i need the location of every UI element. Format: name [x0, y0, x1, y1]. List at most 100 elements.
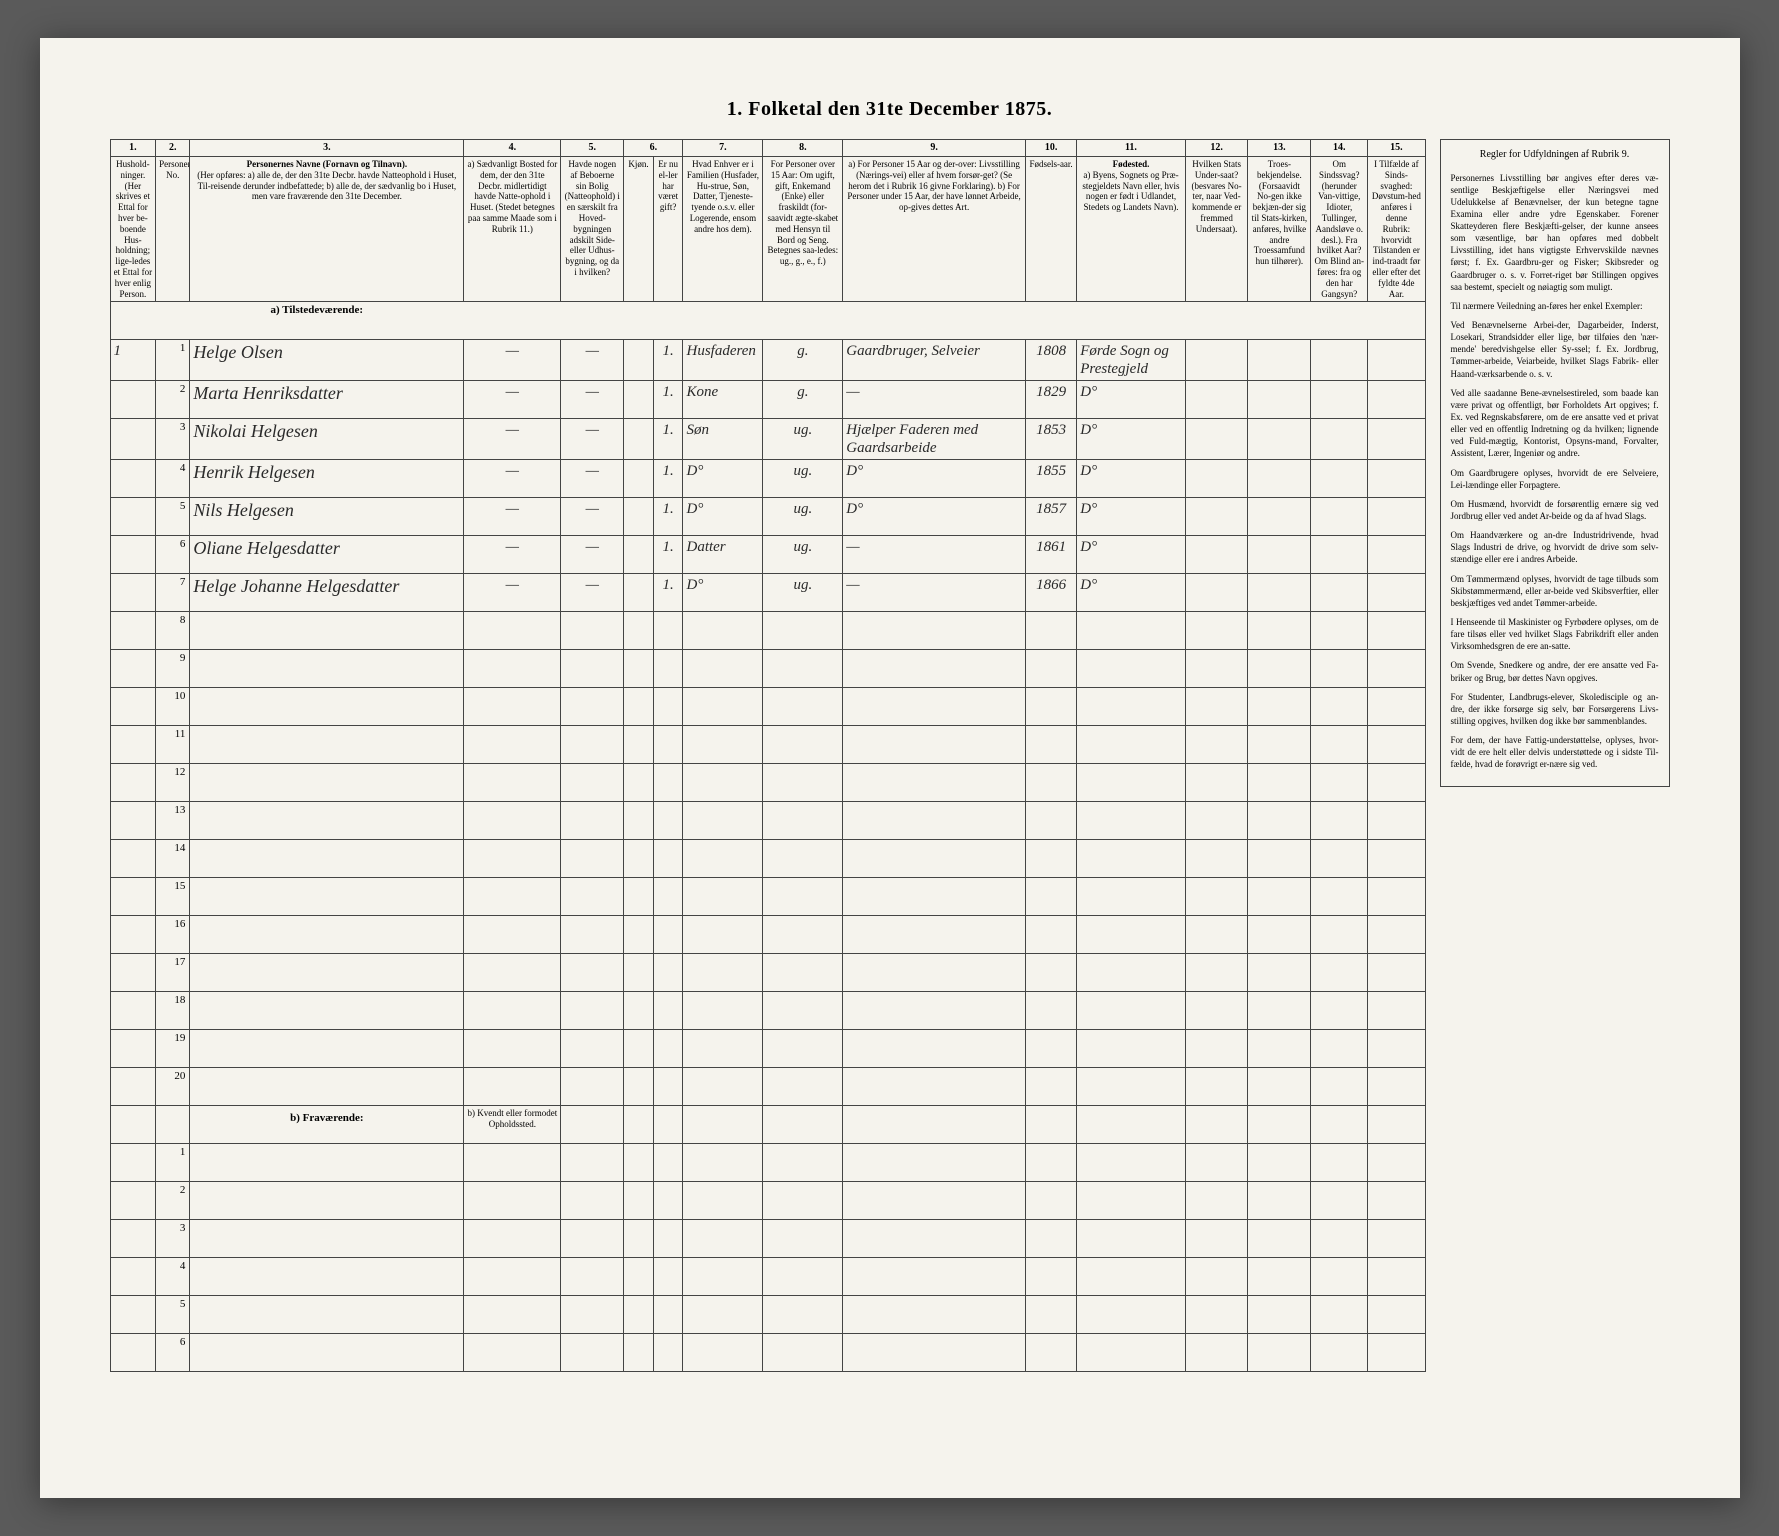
- cell: [1368, 1258, 1425, 1296]
- cell: [1025, 916, 1076, 954]
- cell: [110, 1144, 156, 1182]
- table-row: 4Henrik Helgesen——1.D°ug.D°1855D°: [110, 460, 1425, 498]
- colnum: 11.: [1077, 140, 1185, 157]
- cell: [1248, 688, 1311, 726]
- cell: [1248, 650, 1311, 688]
- table-row-empty: 13: [110, 802, 1425, 840]
- cell: [190, 1182, 464, 1220]
- cell-birthplace: D°: [1077, 460, 1185, 498]
- cell: 1.: [653, 460, 683, 498]
- cell: [110, 688, 156, 726]
- colnum: 9.: [843, 140, 1026, 157]
- cell: [561, 1068, 624, 1106]
- cell: [1077, 764, 1185, 802]
- cell: [653, 726, 683, 764]
- cell: [464, 1030, 561, 1068]
- cell: [1311, 1296, 1368, 1334]
- cell: [1368, 536, 1425, 574]
- cell-name: Helge Olsen: [190, 340, 464, 381]
- cell: [1025, 1296, 1076, 1334]
- cell: [624, 1068, 654, 1106]
- cell: [190, 878, 464, 916]
- cell: [843, 1030, 1026, 1068]
- col-header: Er nu el-ler har været gift?: [653, 157, 683, 302]
- cell: [1311, 802, 1368, 840]
- cell: [1025, 878, 1076, 916]
- colnum: 8.: [763, 140, 843, 157]
- cell: [843, 916, 1026, 954]
- col-header: Om Sindssvag? (herunder Van-vittige, Idi…: [1311, 157, 1368, 302]
- cell: [561, 1220, 624, 1258]
- cell: [653, 802, 683, 840]
- instruction-para: For dem, der have Fattig-understøttelse,…: [1451, 734, 1659, 770]
- cell: [763, 916, 843, 954]
- cell: [843, 612, 1026, 650]
- cell: 1.: [653, 498, 683, 536]
- cell: [1368, 574, 1425, 612]
- cell: [624, 381, 654, 419]
- cell-birthplace: D°: [1077, 381, 1185, 419]
- cell: [683, 1182, 763, 1220]
- table-row: 3Nikolai Helgesen——1.Sønug.Hjælper Fader…: [110, 419, 1425, 460]
- cell: [464, 992, 561, 1030]
- cell: [843, 764, 1026, 802]
- cell: [1311, 1030, 1368, 1068]
- colnum: 13.: [1248, 140, 1311, 157]
- cell: [464, 612, 561, 650]
- cell: [843, 1144, 1026, 1182]
- cell: [1185, 916, 1248, 954]
- cell-rownum: 15: [156, 878, 190, 916]
- cell-name: Henrik Helgesen: [190, 460, 464, 498]
- cell: [1185, 726, 1248, 764]
- cell: [110, 1296, 156, 1334]
- cell: [561, 1182, 624, 1220]
- cell: [1077, 878, 1185, 916]
- cell: [624, 1144, 654, 1182]
- cell: [110, 1106, 156, 1144]
- cell: [1311, 1068, 1368, 1106]
- cell: [624, 650, 654, 688]
- cell-rownum: 1: [156, 340, 190, 381]
- cell: [1077, 650, 1185, 688]
- cell: [1248, 419, 1311, 460]
- cell: [1368, 1220, 1425, 1258]
- table-row-empty: 3: [110, 1220, 1425, 1258]
- table-row-empty: 16: [110, 916, 1425, 954]
- table-row-empty: 8: [110, 612, 1425, 650]
- cell: [683, 1144, 763, 1182]
- cell: —: [464, 419, 561, 460]
- cell: [624, 1334, 654, 1372]
- cell: [624, 1258, 654, 1296]
- cell: [1368, 726, 1425, 764]
- cell: [1025, 1220, 1076, 1258]
- cell: [561, 1258, 624, 1296]
- cell: [653, 878, 683, 916]
- cell: [1077, 726, 1185, 764]
- cell: —: [561, 574, 624, 612]
- cell: [464, 1220, 561, 1258]
- cell-rownum: 13: [156, 802, 190, 840]
- cell: [683, 1334, 763, 1372]
- cell: [1025, 1182, 1076, 1220]
- cell: [190, 802, 464, 840]
- table-body: a) Tilstedeværende:11Helge Olsen——1.Husf…: [110, 302, 1425, 1372]
- cell: [1077, 1030, 1185, 1068]
- cell: [763, 1334, 843, 1372]
- cell: [561, 954, 624, 992]
- cell: [763, 612, 843, 650]
- cell: [1368, 1182, 1425, 1220]
- column-number-row: 1. 2. 3. 4. 5. 6. 7. 8. 9. 10. 11. 12. 1…: [110, 140, 1425, 157]
- cell: [1025, 954, 1076, 992]
- cell-rownum: 2: [156, 381, 190, 419]
- colnum: 2.: [156, 140, 190, 157]
- cell: [1185, 650, 1248, 688]
- table-row-empty: 12: [110, 764, 1425, 802]
- cell-rownum: 11: [156, 726, 190, 764]
- cell: [763, 1182, 843, 1220]
- cell: [1248, 498, 1311, 536]
- table-row-empty: 6: [110, 1334, 1425, 1372]
- cell: [190, 1068, 464, 1106]
- main-area: 1. 2. 3. 4. 5. 6. 7. 8. 9. 10. 11. 12. 1…: [110, 139, 1670, 1372]
- cell-birthplace: D°: [1077, 419, 1185, 460]
- cell-relation: Kone: [683, 381, 763, 419]
